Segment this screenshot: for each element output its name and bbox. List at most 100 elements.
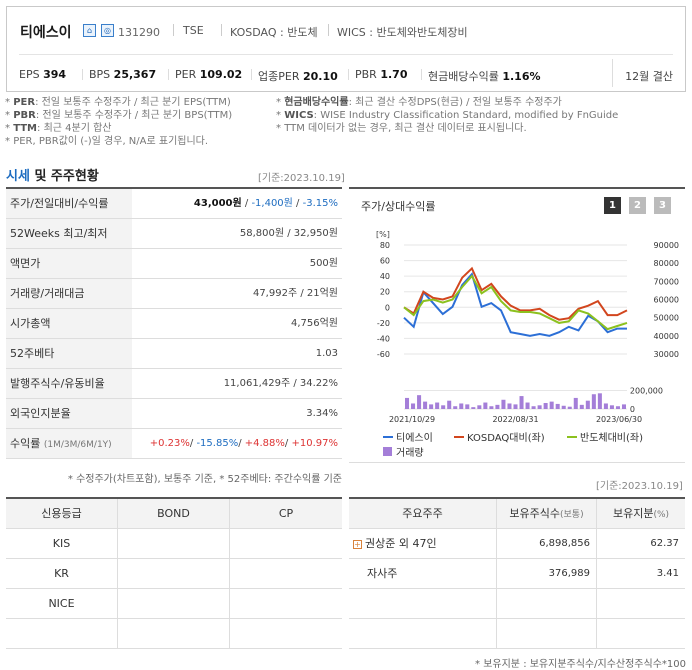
row-label: 시가총액 bbox=[6, 309, 132, 338]
divider bbox=[173, 24, 174, 36]
ir-icon[interactable]: ◎ bbox=[101, 24, 114, 37]
price-chart-panel: 주가/상대수익률 1 2 3 [%] 80 60 40 20 0 -20 -40 -60 9000… bbox=[349, 187, 685, 463]
market-footnote: * 수정주가(차트포함), 보통주 기준, * 52주베타: 주간수익률 기준 bbox=[67, 474, 342, 485]
row-label: 거래량/거래대금 bbox=[6, 279, 132, 308]
market-section-title: 시세 및 주주현황 bbox=[6, 169, 99, 184]
industry-per-stat: 업종PER 20.10 bbox=[258, 70, 338, 83]
volume-bar bbox=[507, 403, 512, 409]
chart-page-1-button[interactable]: 1 bbox=[604, 197, 621, 214]
volume-bar bbox=[489, 406, 494, 409]
holder-name bbox=[349, 619, 497, 648]
chart-title: 주가/상대수익률 bbox=[361, 200, 436, 213]
table-row: + 권상준 외 47인 6,898,856 62.37 bbox=[349, 529, 685, 559]
market-code: TSE bbox=[183, 24, 204, 37]
left-tick-label: -60 bbox=[377, 350, 390, 359]
note-ttm: * TTM: 최근 4분기 합산 bbox=[5, 123, 112, 134]
volume-bar bbox=[441, 405, 446, 409]
right-tick-label: 30000 bbox=[654, 350, 679, 359]
volume-bar bbox=[471, 407, 476, 409]
volume-bar bbox=[603, 403, 608, 409]
credit-agency bbox=[6, 619, 118, 648]
credit-bond bbox=[118, 589, 230, 618]
volume-bar bbox=[597, 393, 602, 409]
right-tick-label: 40000 bbox=[654, 332, 679, 341]
legend-label: KOSDAQ대비(좌) bbox=[467, 432, 545, 444]
volume-bar bbox=[621, 404, 626, 409]
holder-shares: 6,898,856 bbox=[497, 529, 597, 558]
right-tick-label: 50000 bbox=[654, 314, 679, 323]
volume-bar bbox=[561, 405, 566, 409]
volume-bar bbox=[537, 405, 542, 409]
holders-header-row: 주요주주 보유주식수(보통) 보유지분(%) bbox=[349, 499, 685, 529]
table-row: 52Weeks 최고/최저 58,800원 / 32,950원 bbox=[6, 219, 342, 249]
note-wics: * WICS: WISE Industry Classification Sta… bbox=[276, 110, 619, 121]
expand-icon[interactable]: + bbox=[353, 539, 362, 549]
row-label: 52Weeks 최고/최저 bbox=[6, 219, 132, 248]
divider bbox=[168, 69, 169, 80]
pbr-stat: PBR 1.70 bbox=[355, 68, 408, 81]
volume-tick-label: 0 bbox=[630, 405, 635, 414]
volume-bar bbox=[417, 395, 422, 409]
credit-header-cp: CP bbox=[278, 507, 294, 520]
volume-bar bbox=[513, 404, 518, 409]
holders-header-shares: 보유주식수(보통) bbox=[497, 499, 597, 528]
left-tick-label: -20 bbox=[377, 319, 390, 328]
left-tick-label: 80 bbox=[380, 241, 390, 250]
volume-bar bbox=[501, 399, 506, 409]
note-pbr: * PBR: 전일 보통주 수정주가 / 최근 분기 BPS(TTM) bbox=[5, 110, 233, 121]
volume-bar bbox=[459, 403, 464, 409]
price-value: 43,000원 / -1,400원 / -3.15% bbox=[193, 198, 338, 209]
row-label: 액면가 bbox=[6, 249, 132, 278]
volume-bar bbox=[531, 406, 536, 409]
table-row bbox=[349, 589, 685, 619]
x-tick-label: 2022/08/31 bbox=[492, 415, 538, 424]
volume-bar bbox=[477, 405, 482, 409]
left-axis-unit: [%] bbox=[376, 230, 390, 239]
company-name: 티에스이 bbox=[20, 25, 72, 41]
table-row bbox=[349, 619, 685, 649]
notes-right: * 현금배당수익률: 최근 결산 수정DPS(현금) / 전일 보통주 수정주가… bbox=[276, 96, 618, 135]
row-label: 발행주식수/유동비율 bbox=[6, 369, 132, 398]
table-row: 자사주 376,989 3.41 bbox=[349, 559, 685, 589]
chart-page-2-button[interactable]: 2 bbox=[629, 197, 646, 214]
volume-bar bbox=[411, 403, 416, 409]
left-tick-label: 20 bbox=[380, 288, 390, 297]
chart-page-3-button[interactable]: 3 bbox=[654, 197, 671, 214]
legend-swatch bbox=[383, 447, 392, 456]
holder-pct bbox=[597, 589, 685, 618]
volume-bar bbox=[495, 404, 500, 409]
credit-cp bbox=[230, 589, 342, 618]
row-value: 500원 bbox=[309, 258, 338, 269]
divider bbox=[421, 69, 422, 80]
volume-bar bbox=[483, 402, 488, 409]
row-label: 외국인지분율 bbox=[6, 399, 132, 428]
eps-stat: EPS 394 bbox=[19, 68, 67, 81]
volume-bar bbox=[609, 405, 614, 409]
row-label: 52주베타 bbox=[6, 339, 132, 368]
credit-rating-table: 신용등급 BOND CP KIS KR NICE bbox=[6, 497, 342, 649]
row-value: 58,800원 / 32,950원 bbox=[239, 228, 338, 239]
volume-bar bbox=[525, 402, 530, 409]
home-icon[interactable]: ⌂ bbox=[83, 24, 96, 37]
table-row: 발행주식수/유동비율 11,061,429주 / 34.22% bbox=[6, 369, 342, 399]
volume-bar bbox=[465, 404, 470, 409]
company-header: 티에스이 ⌂ ◎ 131290 TSE KOSDAQ : 반도체 WICS : … bbox=[6, 6, 686, 92]
legend-label: 반도체대비(좌) bbox=[580, 432, 643, 444]
series-line bbox=[403, 266, 628, 321]
row-value: 1.03 bbox=[315, 348, 338, 359]
table-row: 52주베타 1.03 bbox=[6, 339, 342, 369]
holder-name: 자사주 bbox=[349, 559, 497, 588]
legend-label: 거래량 bbox=[396, 447, 424, 459]
holder-name bbox=[349, 589, 497, 618]
volume-bar bbox=[615, 406, 620, 409]
volume-bar bbox=[549, 401, 554, 409]
row-label: 주가/전일대비/수익률 bbox=[6, 189, 132, 218]
holder-name: + 권상준 외 47인 bbox=[349, 529, 497, 558]
right-tick-label: 90000 bbox=[654, 241, 679, 250]
volume-bar bbox=[573, 397, 578, 409]
left-tick-label: -40 bbox=[377, 334, 390, 343]
table-row: 시가총액 4,756억원 bbox=[6, 309, 342, 339]
table-row: KIS bbox=[6, 529, 342, 559]
divider bbox=[348, 69, 349, 80]
credit-cp bbox=[230, 529, 342, 558]
